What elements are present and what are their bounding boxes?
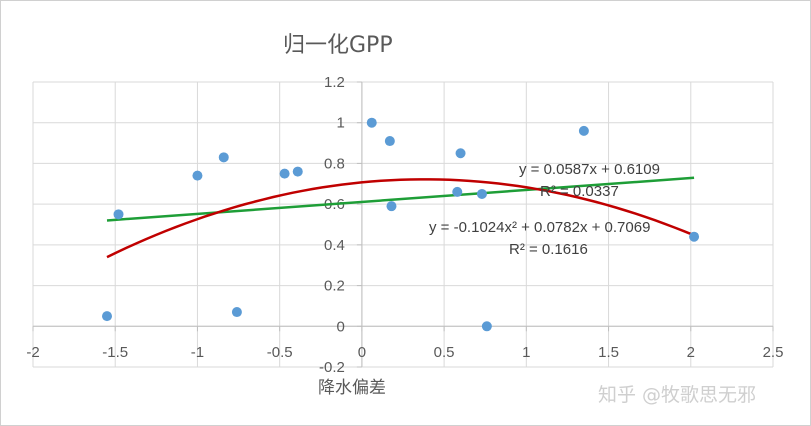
data-point bbox=[113, 209, 124, 220]
x-tick-label: 1 bbox=[522, 344, 530, 361]
x-tick-label: 0 bbox=[358, 344, 366, 361]
data-point bbox=[218, 152, 229, 163]
y-tick-label: 0.8 bbox=[324, 155, 345, 172]
data-points bbox=[102, 117, 700, 332]
data-point bbox=[102, 311, 112, 322]
x-tick-label: 0.5 bbox=[434, 344, 455, 361]
data-point bbox=[292, 166, 303, 177]
data-point bbox=[689, 231, 700, 242]
data-point bbox=[476, 188, 487, 199]
linear-trendline bbox=[106, 176, 695, 222]
x-tick-label: -1 bbox=[191, 344, 204, 361]
y-tick-labels: -0.200.20.40.60.811.2 bbox=[319, 74, 345, 376]
y-tick-label: -0.2 bbox=[319, 359, 345, 376]
data-point bbox=[384, 136, 395, 147]
x-tick-label: 2 bbox=[687, 344, 695, 361]
x-tick-label: 2.5 bbox=[763, 344, 784, 361]
x-tick-label: -1.5 bbox=[102, 344, 128, 361]
data-point bbox=[366, 117, 377, 128]
x-tick-label: 1.5 bbox=[598, 344, 619, 361]
y-tick-label: 0.2 bbox=[324, 278, 345, 295]
x-axis-title: 降水偏差 bbox=[318, 378, 386, 398]
trendlines bbox=[106, 176, 695, 259]
watermark: 知乎 @牧歌思无邪 bbox=[598, 384, 756, 406]
data-point bbox=[481, 321, 492, 332]
y-tick-label: 1 bbox=[337, 115, 345, 132]
data-point bbox=[578, 125, 589, 136]
gridlines bbox=[32, 81, 774, 368]
poly-equation: y = -0.1024x² + 0.0782x + 0.7069 bbox=[429, 219, 650, 236]
linear-equation: y = 0.0587x + 0.6109 bbox=[519, 161, 660, 178]
poly-r-squared: R² = 0.1616 bbox=[509, 241, 588, 258]
data-point bbox=[455, 148, 466, 159]
x-tick-labels: -2 -1.5 -1 -0.5 0 0.5 1 1.5 2 2.5 bbox=[26, 344, 783, 361]
data-point bbox=[231, 307, 242, 318]
chart-title: 归一化GPP bbox=[283, 33, 393, 58]
linear-r-squared: R² = 0.0337 bbox=[540, 183, 619, 200]
y-tick-label: 1.2 bbox=[324, 74, 345, 91]
data-point bbox=[386, 201, 397, 212]
data-point bbox=[279, 168, 290, 179]
data-point bbox=[452, 186, 463, 197]
y-tick-label: 0 bbox=[337, 318, 345, 335]
y-tick-label: 0.4 bbox=[324, 237, 345, 254]
axes bbox=[32, 81, 774, 368]
x-tick-label: -2 bbox=[26, 344, 39, 361]
data-point bbox=[192, 170, 203, 181]
polynomial-trendline bbox=[106, 178, 695, 259]
x-tick-label: -0.5 bbox=[267, 344, 293, 361]
